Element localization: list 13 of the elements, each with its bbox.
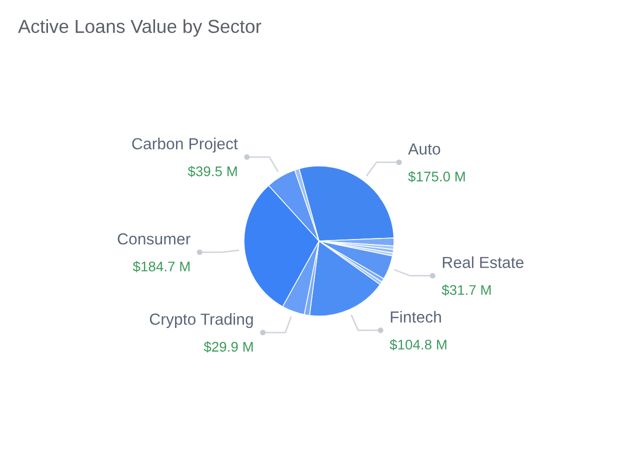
slice-label: Real Estate bbox=[442, 256, 524, 268]
slice-label: Carbon Project bbox=[132, 138, 238, 153]
slice-label: Fintech bbox=[390, 310, 441, 323]
data-label: $29.9 M bbox=[204, 341, 253, 353]
data-label: $104.8 M bbox=[390, 339, 446, 350]
slice-label: Auto bbox=[408, 143, 440, 155]
data-label: $184.7 M bbox=[132, 261, 190, 272]
data-label: $175.0 M bbox=[408, 171, 465, 182]
slice-label: Crypto Trading bbox=[150, 313, 253, 328]
data-label: $39.5 M bbox=[188, 166, 237, 178]
chart-title: Active Loans Value by Sector bbox=[18, 19, 262, 37]
data-label: $31.7 M bbox=[442, 284, 491, 296]
slice-label: Consumer bbox=[118, 233, 190, 245]
